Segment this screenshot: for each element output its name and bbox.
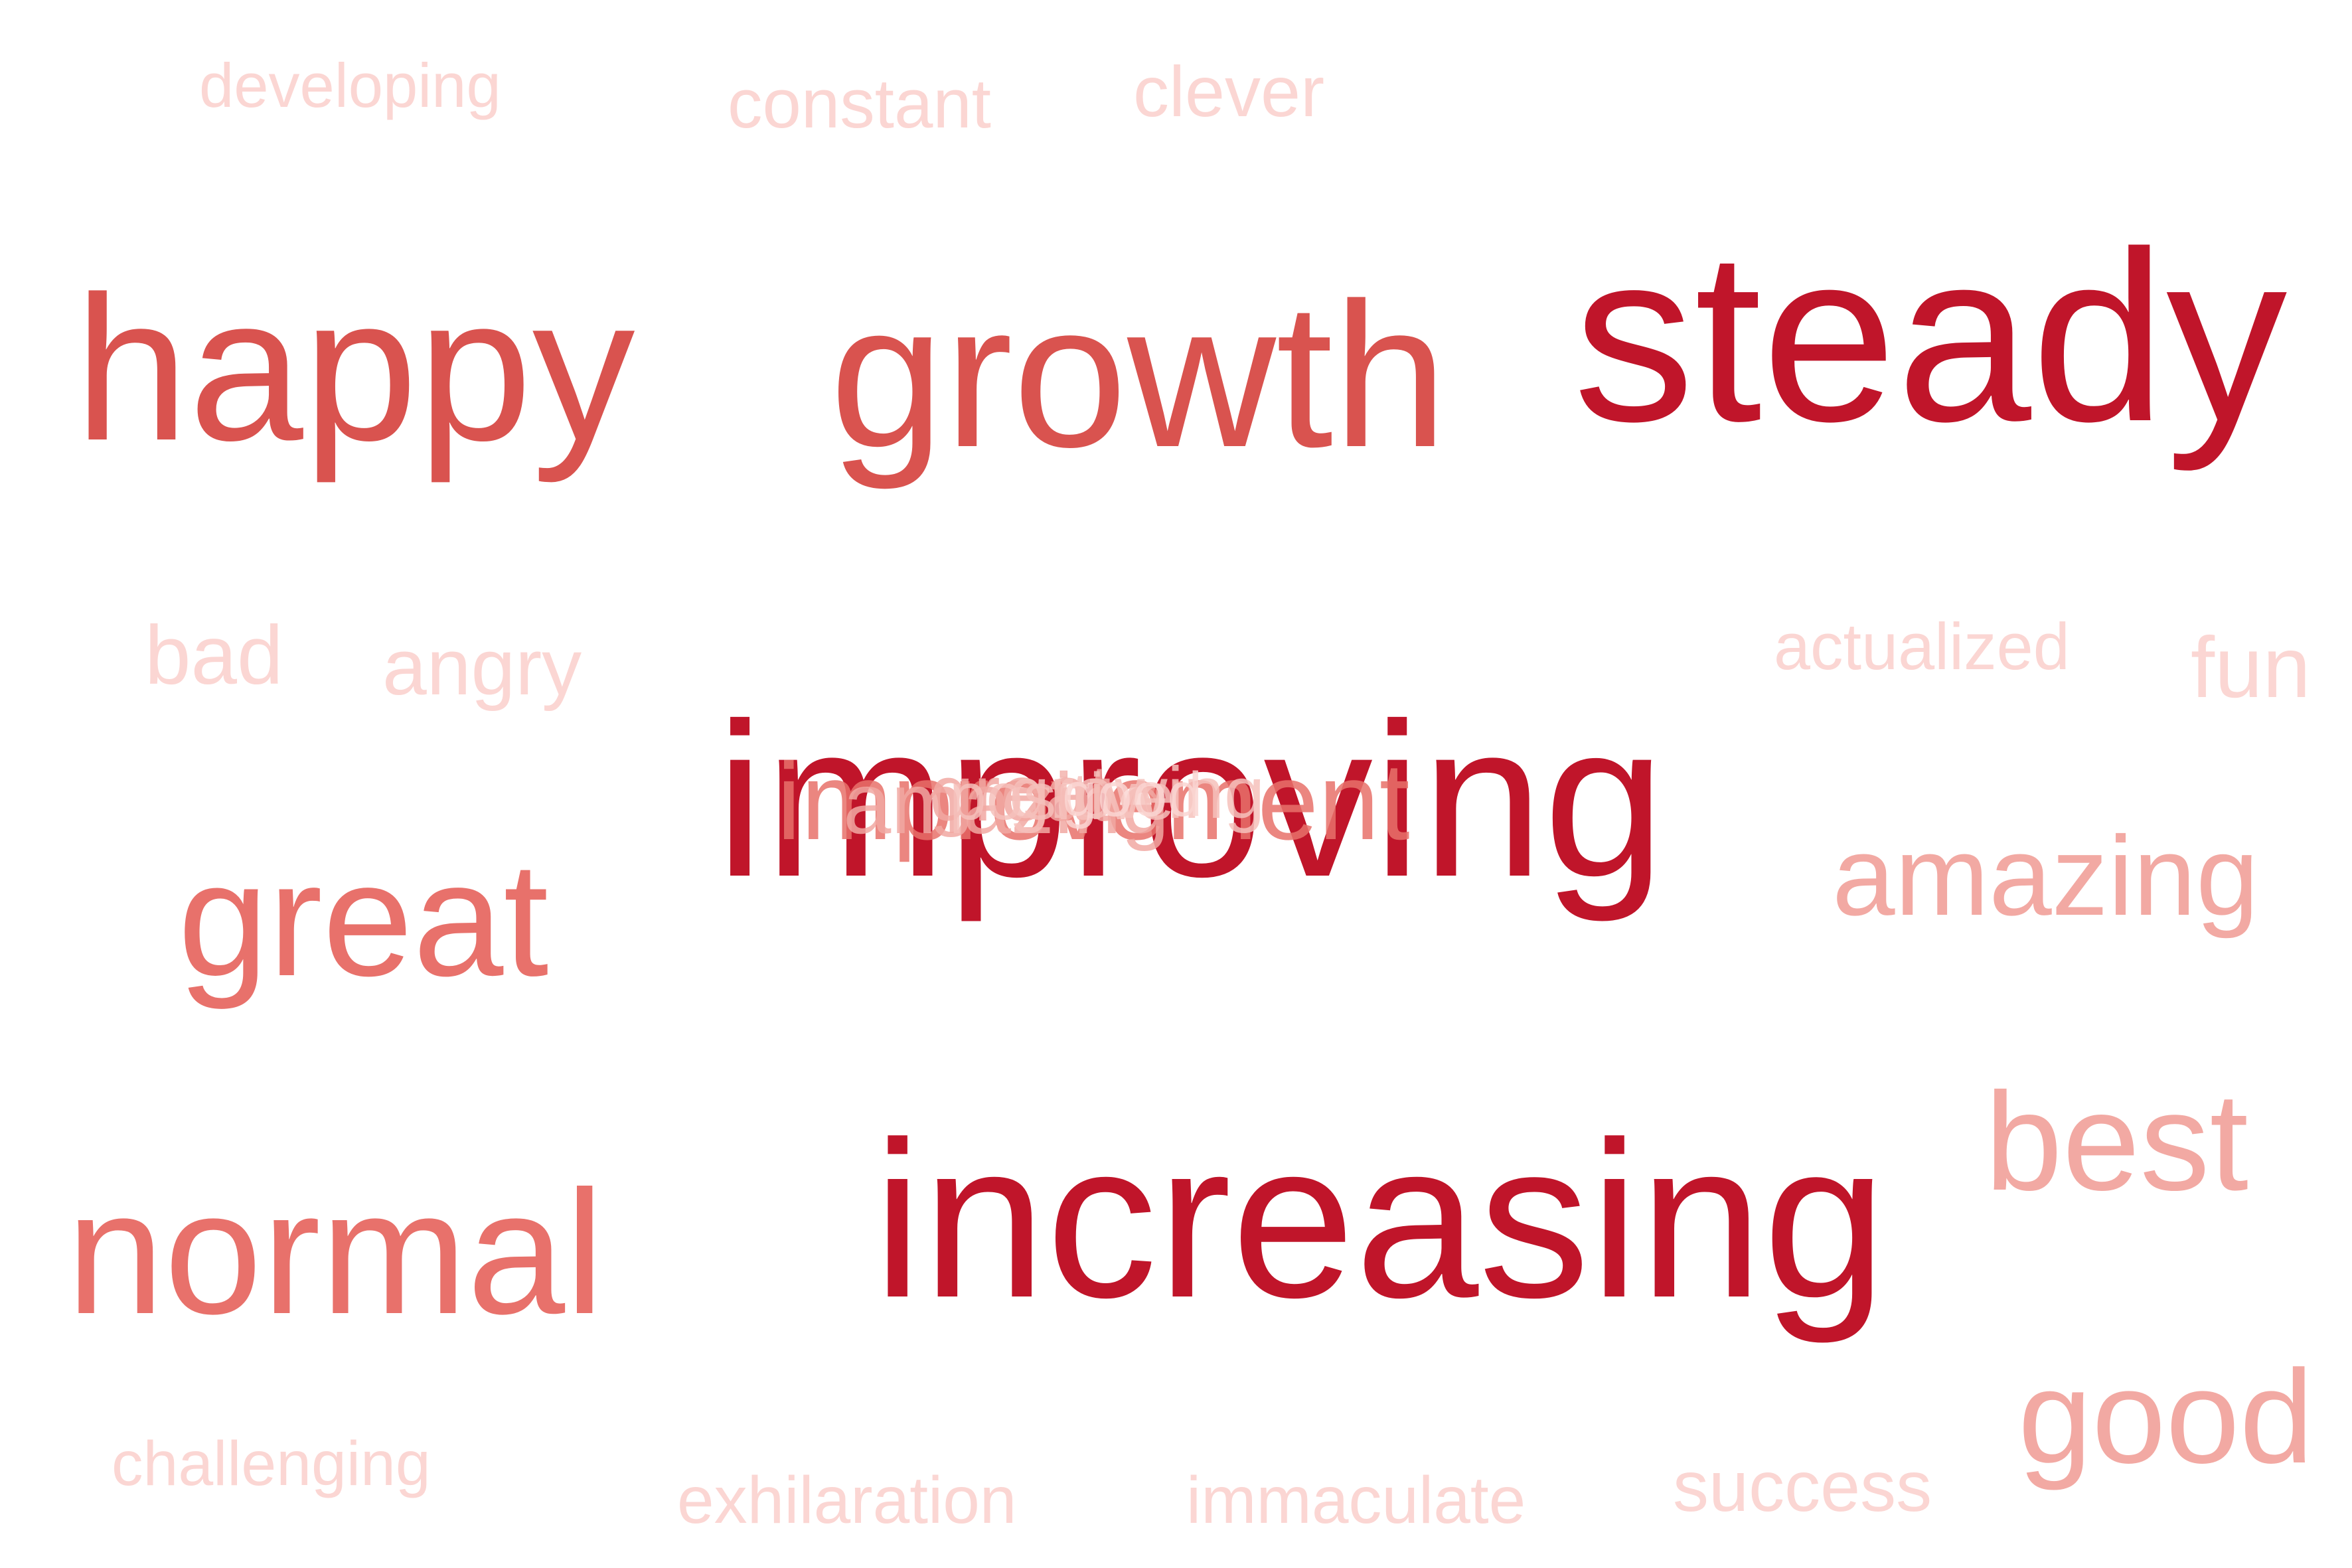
word-success: success bbox=[1673, 1446, 1932, 1526]
word-actualized: actualized bbox=[1774, 609, 2070, 683]
word-normal: normal bbox=[66, 1154, 605, 1351]
word-bad: bad bbox=[145, 609, 283, 702]
word-growth: growth bbox=[830, 260, 1448, 490]
word-clever: clever bbox=[1133, 51, 1325, 131]
word-increasing: increasing bbox=[873, 1095, 1887, 1344]
word-constant: constant bbox=[728, 65, 991, 143]
word-challenging: challenging bbox=[112, 1429, 431, 1499]
word-exhilaration: exhilaration bbox=[677, 1463, 1017, 1537]
word-developing: developing bbox=[199, 50, 501, 120]
cluster-word-good: good bbox=[1062, 759, 1203, 830]
word-amazing: amazing bbox=[1832, 813, 2259, 939]
word-fun: fun bbox=[2191, 619, 2311, 716]
word-great: great bbox=[178, 828, 549, 1010]
word-angry: angry bbox=[382, 623, 582, 712]
cluster-word-growing: growing bbox=[1009, 752, 1265, 834]
cluster-word-great: great bbox=[929, 749, 1111, 838]
word-best: best bbox=[1985, 1063, 2248, 1219]
cluster-word-improvement: improvement bbox=[777, 740, 1410, 862]
word-immaculate: immaculate bbox=[1186, 1463, 1526, 1537]
cluster-word-positive: positive bbox=[949, 759, 1175, 834]
word-steady: steady bbox=[1573, 202, 2288, 472]
word-improving: improving bbox=[716, 677, 1666, 922]
cluster-word-amazing: amazing bbox=[843, 755, 1170, 852]
word-happy: happy bbox=[74, 253, 635, 483]
word-good: good bbox=[2018, 1343, 2313, 1491]
